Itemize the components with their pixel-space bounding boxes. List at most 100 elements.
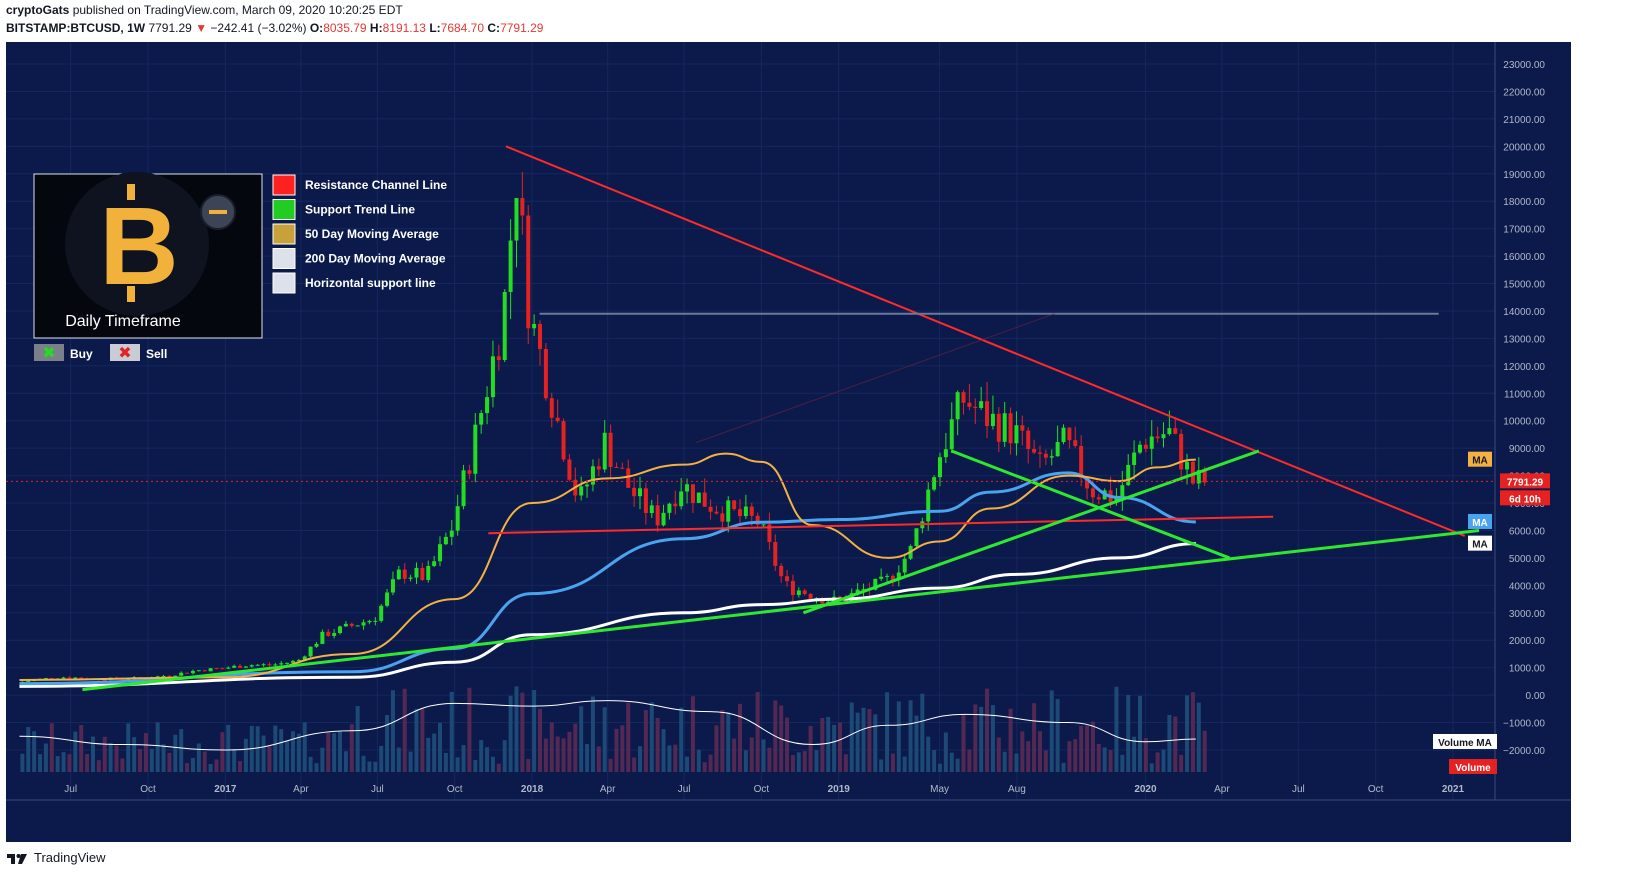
- volume-bar: [43, 743, 48, 772]
- candle: [649, 505, 654, 514]
- volume-bar: [790, 755, 795, 772]
- legend-label: Horizontal support line: [305, 276, 436, 290]
- candle: [1196, 470, 1201, 484]
- volume-bar: [1002, 751, 1007, 772]
- volume-bar: [661, 729, 666, 772]
- volume-tag: [1449, 759, 1497, 774]
- x-tick-label: 2020: [1134, 784, 1157, 795]
- candle: [1026, 430, 1031, 449]
- volume-bar: [520, 692, 525, 772]
- volume-bar: [285, 740, 290, 772]
- volume-bar: [849, 702, 854, 772]
- volume-bar: [343, 751, 348, 772]
- candle: [420, 567, 425, 580]
- x-tick-label: Apr: [293, 784, 309, 795]
- ma-blue-line: [19, 471, 1196, 686]
- legend-swatch: [272, 248, 296, 269]
- x-tick-label: 2017: [214, 784, 237, 795]
- ma200-tag: [1468, 535, 1492, 551]
- candle: [1020, 425, 1025, 431]
- volume-bar: [1167, 714, 1172, 772]
- candle: [1008, 413, 1013, 444]
- volume-bar: [873, 714, 878, 772]
- candle: [890, 575, 895, 580]
- volume-bar: [90, 736, 95, 772]
- candle: [461, 470, 466, 507]
- y-tick-label: 10000.00: [1503, 417, 1545, 428]
- volume-bar: [590, 696, 595, 772]
- volume-bar: [638, 746, 643, 772]
- volume-bar: [479, 739, 484, 772]
- volume-bar: [414, 708, 419, 772]
- volume-bar: [737, 703, 742, 772]
- volume-bar: [567, 731, 572, 772]
- candle: [1149, 436, 1154, 449]
- y-tick-label: 9000.00: [1509, 444, 1546, 455]
- candle: [49, 678, 54, 680]
- low-label: L:: [429, 21, 441, 35]
- candle: [973, 406, 978, 408]
- indicator-lines: [6, 145, 1495, 751]
- tradingview-logo-icon: [6, 851, 28, 865]
- y-tick-label: 3000.00: [1509, 609, 1546, 620]
- candle: [996, 413, 1001, 442]
- y-tick-label: 18000.00: [1503, 197, 1545, 208]
- volume-bar: [1149, 763, 1154, 772]
- volume-bar: [173, 734, 178, 772]
- symbol-line: BITSTAMP:BTCUSD, 1W 7791.29 ▼ −242.41 (−…: [6, 21, 543, 35]
- ma200-line: [19, 542, 1196, 688]
- volume-bar: [508, 695, 513, 772]
- x-tick-label: Jul: [678, 784, 691, 795]
- volume-bar: [373, 761, 378, 772]
- candle: [1032, 448, 1037, 453]
- volume-bar: [955, 758, 960, 772]
- y-tick-label: 21000.00: [1503, 115, 1545, 126]
- volume-bar: [1155, 752, 1160, 772]
- ma50-tag-text: MA: [1472, 456, 1488, 467]
- candle: [261, 664, 266, 666]
- y-tick-label: 14000.00: [1503, 307, 1545, 318]
- candle: [932, 477, 937, 490]
- volume-bar: [685, 756, 690, 772]
- volume-bar: [690, 696, 695, 772]
- y-tick-label: 23000.00: [1503, 60, 1545, 71]
- chart-background[interactable]: [6, 42, 1571, 842]
- candle: [602, 432, 607, 470]
- candle: [1202, 470, 1207, 483]
- footer-brand[interactable]: TradingView: [34, 850, 106, 865]
- candle: [638, 488, 643, 497]
- candle: [538, 323, 543, 349]
- volume-bar: [767, 747, 772, 772]
- candle: [685, 484, 690, 492]
- candle: [502, 291, 507, 360]
- candle: [426, 565, 431, 580]
- volume-bar: [620, 725, 625, 772]
- volume-bar: [190, 757, 195, 772]
- candle: [73, 677, 78, 679]
- change-arrow-icon: ▼: [195, 21, 208, 35]
- volume-bar: [185, 763, 190, 772]
- volume-bar: [1161, 749, 1166, 772]
- candle: [408, 577, 413, 579]
- volume-bar: [438, 722, 443, 772]
- candle: [555, 417, 560, 422]
- candle: [396, 569, 401, 580]
- sell-label: Sell: [146, 347, 167, 361]
- volume-bar: [614, 728, 619, 772]
- candle: [314, 643, 319, 647]
- volume-bar: [1090, 721, 1095, 772]
- sell-swatch: [110, 344, 140, 361]
- y-tick-label: 13000.00: [1503, 334, 1545, 345]
- high-value: 8191.13: [382, 21, 426, 35]
- volume-bar: [61, 752, 66, 772]
- candle: [220, 668, 225, 670]
- volume-bar: [420, 708, 425, 772]
- candle: [1179, 433, 1184, 470]
- volume-bar: [1073, 739, 1078, 772]
- x-tick-label: Jul: [64, 784, 77, 795]
- volume-bar: [937, 763, 942, 772]
- faint-diagonal-line: [695, 313, 1055, 444]
- volume-bar: [1014, 753, 1019, 772]
- volume-bar: [673, 744, 678, 772]
